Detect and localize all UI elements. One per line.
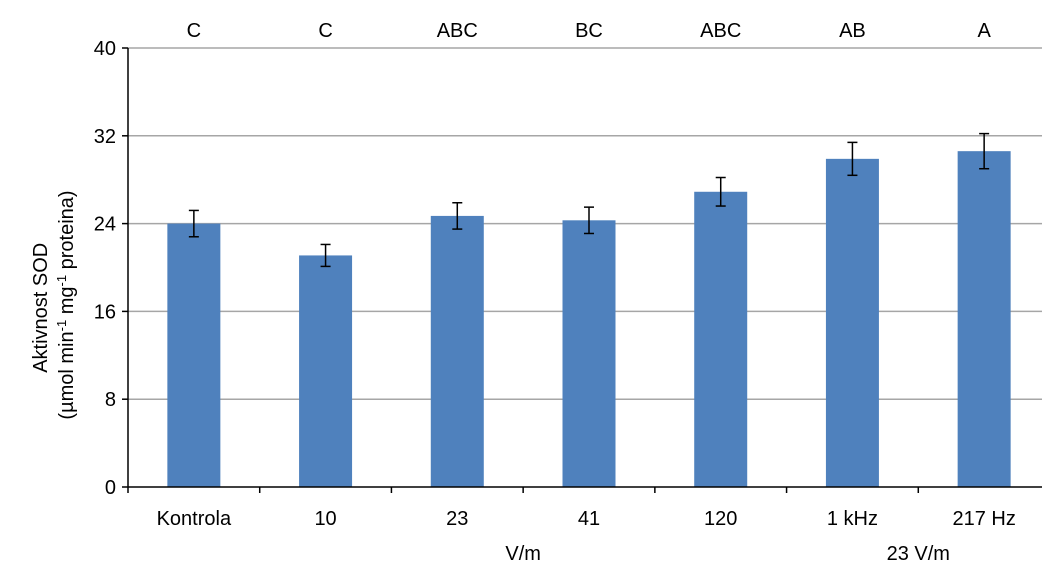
error-bars [188, 132, 990, 268]
bars [167, 151, 1011, 488]
y-tick-label: 16 [94, 301, 116, 323]
significance-letter: C [187, 20, 201, 42]
significance-letter: ABC [700, 20, 741, 42]
error-bar [188, 209, 199, 238]
error-bar [715, 176, 726, 207]
significance-letter: A [977, 20, 991, 42]
bar [167, 223, 221, 487]
x-category-label: 10 [314, 508, 336, 530]
y-tick-label: 40 [94, 38, 116, 60]
y-tick-label: 0 [105, 477, 116, 499]
group-labels: V/m 23 V/m [505, 543, 950, 565]
axes [122, 47, 1042, 493]
error-bar [320, 243, 331, 268]
x-category-label: 1 kHz [827, 508, 878, 530]
error-bar [979, 132, 990, 170]
y-tick-labels: 0 8 16 24 32 40 [94, 38, 116, 499]
error-bar [847, 141, 858, 177]
bar [562, 220, 616, 487]
x-category-label: 41 [578, 508, 600, 530]
significance-letter: ABC [437, 20, 478, 42]
y-tick-label: 32 [94, 126, 116, 148]
bar [825, 158, 879, 487]
x-category-label: 120 [704, 508, 737, 530]
x-category-label: 217 Hz [952, 508, 1015, 530]
group-label: 23 V/m [887, 543, 950, 565]
x-category-labels: Kontrola 10 23 41 120 1 kHz 217 Hz [157, 508, 1016, 530]
bar [299, 255, 353, 487]
y-tick-label: 24 [94, 214, 116, 236]
bar [957, 151, 1011, 488]
x-category-label: Kontrola [157, 508, 232, 530]
error-bar [452, 201, 463, 230]
error-bar [584, 206, 594, 235]
significance-letter: BC [575, 20, 603, 42]
bar [430, 215, 484, 488]
significance-letter: AB [839, 20, 866, 42]
significance-letters: C C ABC BC ABC AB A [187, 20, 992, 42]
y-tick-label: 8 [105, 389, 116, 411]
x-category-label: 23 [446, 508, 468, 530]
y-axis-label: Aktivnost SOD (µmol min-1 mg-1 proteina) [30, 190, 78, 419]
bar [694, 191, 748, 487]
group-label: V/m [505, 543, 541, 565]
significance-letter: C [318, 20, 332, 42]
